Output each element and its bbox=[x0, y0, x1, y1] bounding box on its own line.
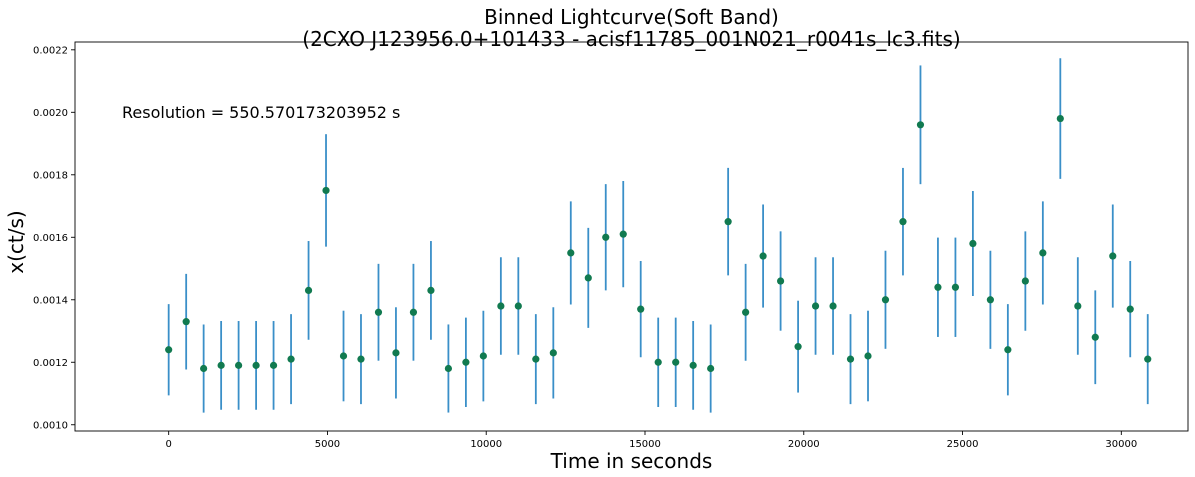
data-point bbox=[707, 364, 715, 373]
data-point bbox=[776, 277, 785, 285]
x-tick-label: 15000 bbox=[629, 439, 661, 450]
data-point bbox=[1039, 249, 1047, 257]
chart-subtitle: (2CXO J123956.0+101433 - acisf11785_001N… bbox=[302, 27, 961, 51]
y-tick-label: 0.0016 bbox=[33, 233, 68, 244]
data-point bbox=[934, 283, 942, 291]
data-point bbox=[549, 349, 557, 357]
y-tick-label: 0.0014 bbox=[33, 295, 68, 306]
data-point bbox=[742, 308, 750, 316]
data-point bbox=[602, 233, 610, 241]
data-point bbox=[881, 296, 890, 304]
data-point bbox=[584, 274, 592, 282]
data-point bbox=[794, 343, 802, 351]
plot-area-frame bbox=[74, 41, 1189, 432]
data-point bbox=[427, 286, 435, 294]
data-point bbox=[567, 249, 575, 257]
y-axis-label: x(ct/s) bbox=[4, 210, 28, 274]
data-point bbox=[951, 283, 960, 291]
data-point bbox=[1091, 333, 1099, 341]
data-point bbox=[724, 218, 732, 226]
y-tick-label: 0.0022 bbox=[33, 45, 68, 56]
data-point bbox=[864, 352, 872, 360]
data-point bbox=[759, 252, 767, 260]
data-point bbox=[252, 361, 260, 369]
data-point bbox=[899, 218, 907, 226]
data-point bbox=[846, 355, 855, 363]
data-point bbox=[1004, 346, 1012, 354]
data-point bbox=[1126, 305, 1134, 313]
data-point bbox=[689, 361, 697, 369]
data-point bbox=[1021, 277, 1029, 285]
data-point bbox=[1074, 302, 1082, 310]
x-tick-label: 25000 bbox=[947, 439, 979, 450]
data-point bbox=[654, 358, 662, 366]
data-point bbox=[304, 286, 313, 294]
data-point bbox=[969, 239, 977, 248]
y-tick-label: 0.0012 bbox=[33, 358, 68, 369]
data-point bbox=[637, 305, 645, 313]
data-point bbox=[462, 358, 470, 366]
data-point bbox=[619, 230, 627, 238]
data-point bbox=[1144, 355, 1152, 363]
data-point bbox=[514, 302, 522, 310]
y-tick-label: 0.0010 bbox=[33, 420, 68, 431]
data-point bbox=[409, 308, 418, 316]
data-point bbox=[357, 355, 365, 363]
y-axis-ticks: 0.0010 0.0012 0.0014 0.0016 0.0018 0.0020 0.00… bbox=[33, 45, 75, 431]
data-point bbox=[444, 364, 453, 373]
resolution-annotation: Resolution = 550.570173203952 s bbox=[122, 103, 401, 122]
data-point bbox=[986, 296, 994, 304]
data-point bbox=[497, 302, 505, 310]
data-point bbox=[532, 355, 540, 363]
data-point bbox=[165, 346, 173, 354]
data-point bbox=[269, 361, 278, 369]
data-point bbox=[182, 318, 190, 326]
x-axis-ticks: 0 5000 10000 15000 20000 25000 30000 bbox=[165, 431, 1137, 450]
data-point bbox=[1056, 114, 1064, 123]
chart-title: Binned Lightcurve(Soft Band) bbox=[484, 5, 779, 29]
data-point bbox=[200, 364, 208, 373]
y-tick-label: 0.0020 bbox=[33, 108, 68, 119]
data-point bbox=[217, 361, 225, 369]
data-points bbox=[165, 114, 1152, 373]
x-axis-label: Time in seconds bbox=[550, 449, 713, 473]
x-tick-label: 0 bbox=[165, 439, 171, 450]
data-point bbox=[1109, 252, 1117, 260]
data-point bbox=[339, 352, 348, 360]
x-tick-label: 5000 bbox=[315, 439, 340, 450]
data-point bbox=[672, 358, 680, 366]
x-tick-label: 20000 bbox=[788, 439, 820, 450]
x-tick-label: 10000 bbox=[470, 439, 502, 450]
data-point bbox=[234, 361, 243, 369]
x-tick-label: 30000 bbox=[1105, 439, 1137, 450]
data-point bbox=[322, 186, 330, 195]
data-point bbox=[811, 302, 820, 310]
data-point bbox=[479, 352, 487, 360]
data-point bbox=[829, 302, 837, 310]
data-point bbox=[374, 308, 383, 316]
data-point bbox=[392, 349, 400, 357]
data-point bbox=[916, 121, 925, 129]
data-point bbox=[287, 355, 295, 363]
y-tick-label: 0.0018 bbox=[33, 170, 68, 181]
